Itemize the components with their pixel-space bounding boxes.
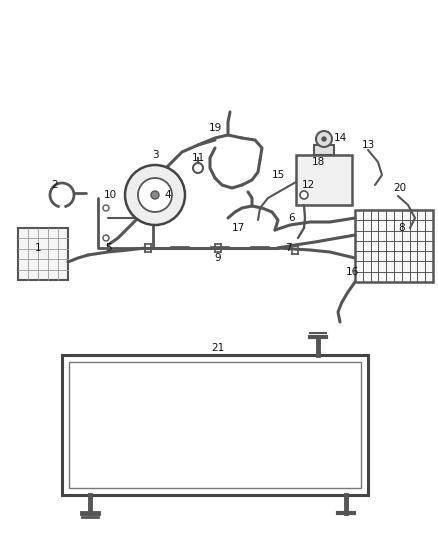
- Bar: [355, 210, 433, 282]
- Text: 4: 4: [165, 190, 171, 200]
- Text: 5: 5: [105, 243, 111, 253]
- Circle shape: [125, 165, 185, 225]
- Text: 3: 3: [152, 150, 158, 160]
- Text: 20: 20: [393, 183, 406, 193]
- Text: 2: 2: [52, 180, 58, 190]
- Circle shape: [316, 131, 332, 147]
- Text: 12: 12: [301, 180, 314, 190]
- Text: 7: 7: [285, 243, 291, 253]
- Text: 8: 8: [399, 223, 405, 233]
- Text: 10: 10: [103, 190, 117, 200]
- Circle shape: [300, 191, 308, 199]
- Circle shape: [151, 191, 159, 199]
- Circle shape: [322, 137, 326, 141]
- Bar: [62, 355, 368, 495]
- Circle shape: [138, 178, 172, 212]
- Text: 14: 14: [333, 133, 346, 143]
- Circle shape: [103, 235, 109, 241]
- Text: 1: 1: [35, 243, 41, 253]
- Text: 11: 11: [191, 153, 205, 163]
- Bar: [18, 228, 68, 280]
- Text: 21: 21: [212, 343, 225, 353]
- Text: 16: 16: [346, 267, 359, 277]
- Text: 15: 15: [272, 170, 285, 180]
- Bar: [296, 155, 352, 205]
- Text: 19: 19: [208, 123, 222, 133]
- Circle shape: [193, 163, 203, 173]
- Text: 9: 9: [215, 253, 221, 263]
- Text: 18: 18: [311, 157, 325, 167]
- Text: 13: 13: [361, 140, 374, 150]
- Text: 6: 6: [289, 213, 295, 223]
- Bar: [314, 145, 334, 155]
- Bar: [69, 362, 361, 488]
- Circle shape: [103, 205, 109, 211]
- Text: 17: 17: [231, 223, 245, 233]
